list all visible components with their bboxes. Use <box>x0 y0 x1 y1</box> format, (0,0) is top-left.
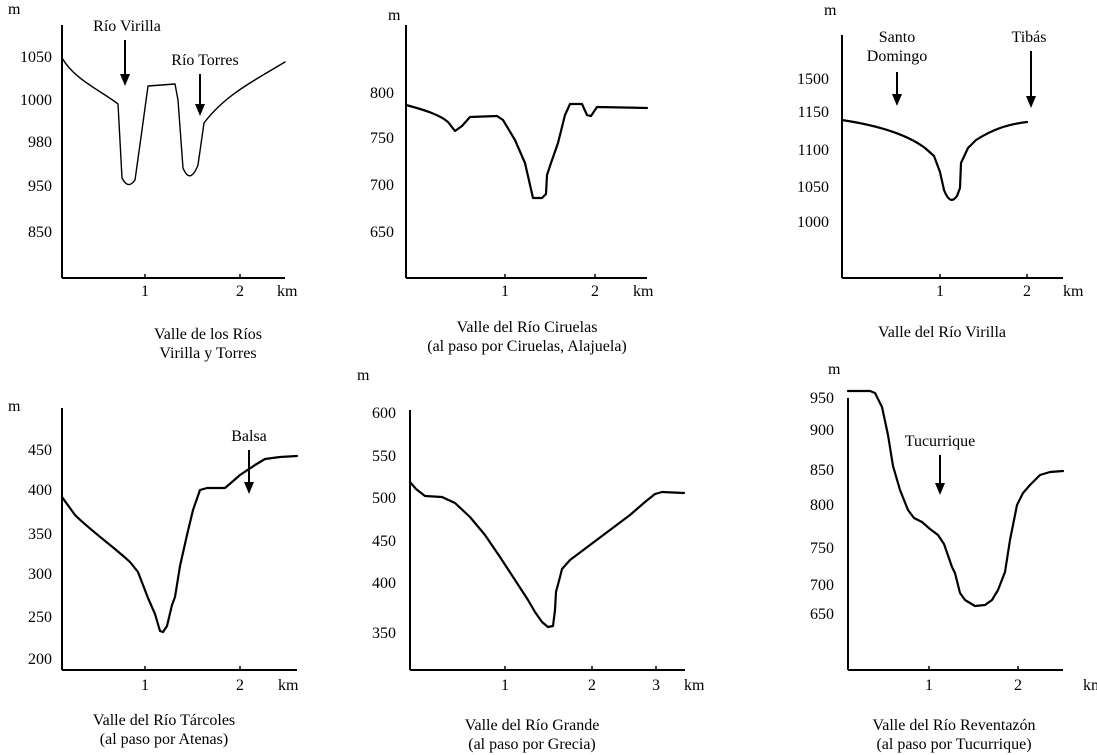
y-tick-label: 1000 <box>797 214 829 231</box>
x-tick-label: 2 <box>236 677 244 694</box>
x-tick-label: 2 <box>1023 283 1031 300</box>
x-axis-unit-label: km <box>1063 283 1084 300</box>
y-tick-label: 900 <box>810 422 834 439</box>
y-tick-label: 950 <box>810 390 834 407</box>
x-tick-label: 2 <box>1014 677 1022 694</box>
x-axis-unit-label: km <box>277 283 298 300</box>
y-tick-label: 400 <box>28 482 52 499</box>
x-tick-label: 2 <box>236 283 244 300</box>
y-tick-label: 300 <box>28 566 52 583</box>
y-tick-label: 800 <box>370 85 394 102</box>
x-tick-label: 2 <box>588 677 596 694</box>
x-tick-label: 1 <box>925 677 933 694</box>
y-tick-label: 450 <box>28 442 52 459</box>
y-axis-unit-label: m <box>8 398 21 415</box>
chart-caption: Valle del Río Virilla <box>878 324 1006 341</box>
y-tick-label: 650 <box>370 224 394 241</box>
x-tick-label: 1 <box>501 677 509 694</box>
place-annotation-label: Santo <box>879 29 915 46</box>
annotation-arrow-head <box>935 483 945 495</box>
chart-caption: (al paso por Ciruelas, Alajuela) <box>427 338 627 355</box>
valley-profile-line <box>408 480 686 629</box>
y-tick-label: 1050 <box>20 49 52 66</box>
y-tick-label: 750 <box>810 540 834 557</box>
y-axis-unit-label: m <box>357 367 370 384</box>
y-tick-label: 350 <box>372 625 396 642</box>
y-tick-label: 1100 <box>798 142 829 159</box>
y-axis-unit-label: m <box>828 361 841 378</box>
valley-profile-chart-6: m km 950 900 850 800 750 700 650 1 2 Tucurrique Vall… <box>810 361 1097 753</box>
chart-caption: Valle del Río Ciruelas <box>457 319 598 336</box>
chart-caption: Valle del Río Grande <box>465 717 600 734</box>
x-tick-label: 3 <box>652 677 660 694</box>
y-tick-label: 550 <box>372 448 396 465</box>
valley-profile-line <box>60 454 299 634</box>
x-axis-unit-label: km <box>278 677 299 694</box>
y-tick-label: 200 <box>28 651 52 668</box>
y-tick-label: 850 <box>810 462 834 479</box>
chart-caption: Valle del Río Reventazón <box>872 717 1035 734</box>
y-tick-label: 350 <box>28 526 52 543</box>
x-tick-label: 1 <box>141 283 149 300</box>
y-tick-label: 1500 <box>797 71 829 88</box>
annotation-arrow-head <box>1026 96 1036 108</box>
x-tick-label: 2 <box>591 283 599 300</box>
y-tick-label: 250 <box>28 609 52 626</box>
x-axis-unit-label: km <box>633 283 654 300</box>
valley-profile-chart-3: m km 1500 1150 1100 1050 1000 1 2 Santo Domingo Tib… <box>797 2 1084 341</box>
valley-profile-chart-4: m km 450 400 350 300 250 200 1 2 Balsa Valle del Rí… <box>8 398 299 748</box>
x-axis-unit-label: km <box>1083 677 1097 694</box>
x-tick-label: 1 <box>141 677 149 694</box>
place-annotation-label: Tucurrique <box>905 433 976 450</box>
y-tick-label: 980 <box>28 134 52 151</box>
y-tick-label: 1000 <box>20 92 52 109</box>
y-axis-unit-label: m <box>8 1 21 18</box>
place-annotation-label: Río Virilla <box>93 18 161 35</box>
y-tick-label: 600 <box>372 405 396 422</box>
y-tick-label: 500 <box>372 490 396 507</box>
chart-caption: Virilla y Torres <box>159 345 256 362</box>
chart-caption: (al paso por Tucurrique) <box>876 736 1031 753</box>
valley-profile-line <box>840 118 1029 201</box>
valley-profile-chart-1: m km 1050 1000 980 950 850 1 2 Río Virilla Río Tor… <box>8 1 298 362</box>
chart-caption: (al paso por Atenas) <box>100 731 228 748</box>
valley-profile-chart-5: m km 600 550 500 450 400 350 1 2 3 Valle del Río Gr… <box>357 367 705 753</box>
annotation-arrow-head <box>892 94 902 106</box>
y-tick-label: 850 <box>28 224 52 241</box>
y-tick-label: 950 <box>28 178 52 195</box>
valley-profile-line <box>846 389 1065 608</box>
y-tick-label: 1150 <box>798 104 829 121</box>
y-tick-label: 700 <box>370 177 394 194</box>
annotation-arrow-head <box>195 104 205 116</box>
annotation-arrow-head <box>244 482 254 494</box>
y-tick-label: 1050 <box>797 179 829 196</box>
y-tick-label: 450 <box>372 533 396 550</box>
valley-profile-chart-2: m km 800 750 700 650 1 2 Valle del Río Ciruelas (… <box>370 7 654 355</box>
x-tick-label: 1 <box>936 283 944 300</box>
annotation-arrow-head <box>120 74 130 86</box>
y-tick-label: 700 <box>810 577 834 594</box>
chart-caption: Valle del Río Tárcoles <box>93 712 235 729</box>
y-tick-label: 750 <box>370 130 394 147</box>
x-axis-unit-label: km <box>684 677 705 694</box>
valley-profile-line <box>404 102 649 200</box>
y-tick-label: 650 <box>810 606 834 623</box>
y-axis-unit-label: m <box>388 7 401 24</box>
y-tick-label: 400 <box>372 575 396 592</box>
x-tick-label: 1 <box>501 283 509 300</box>
y-axis-unit-label: m <box>824 2 837 19</box>
place-annotation-label: Balsa <box>231 428 267 445</box>
y-tick-label: 800 <box>810 497 834 514</box>
place-annotation-label: Río Torres <box>171 52 238 69</box>
place-annotation-label: Tibás <box>1012 29 1047 46</box>
chart-caption: (al paso por Grecia) <box>468 736 596 753</box>
valley-profile-line <box>61 57 286 186</box>
place-annotation-label: Domingo <box>867 48 927 65</box>
chart-caption: Valle de los Ríos <box>154 326 262 343</box>
